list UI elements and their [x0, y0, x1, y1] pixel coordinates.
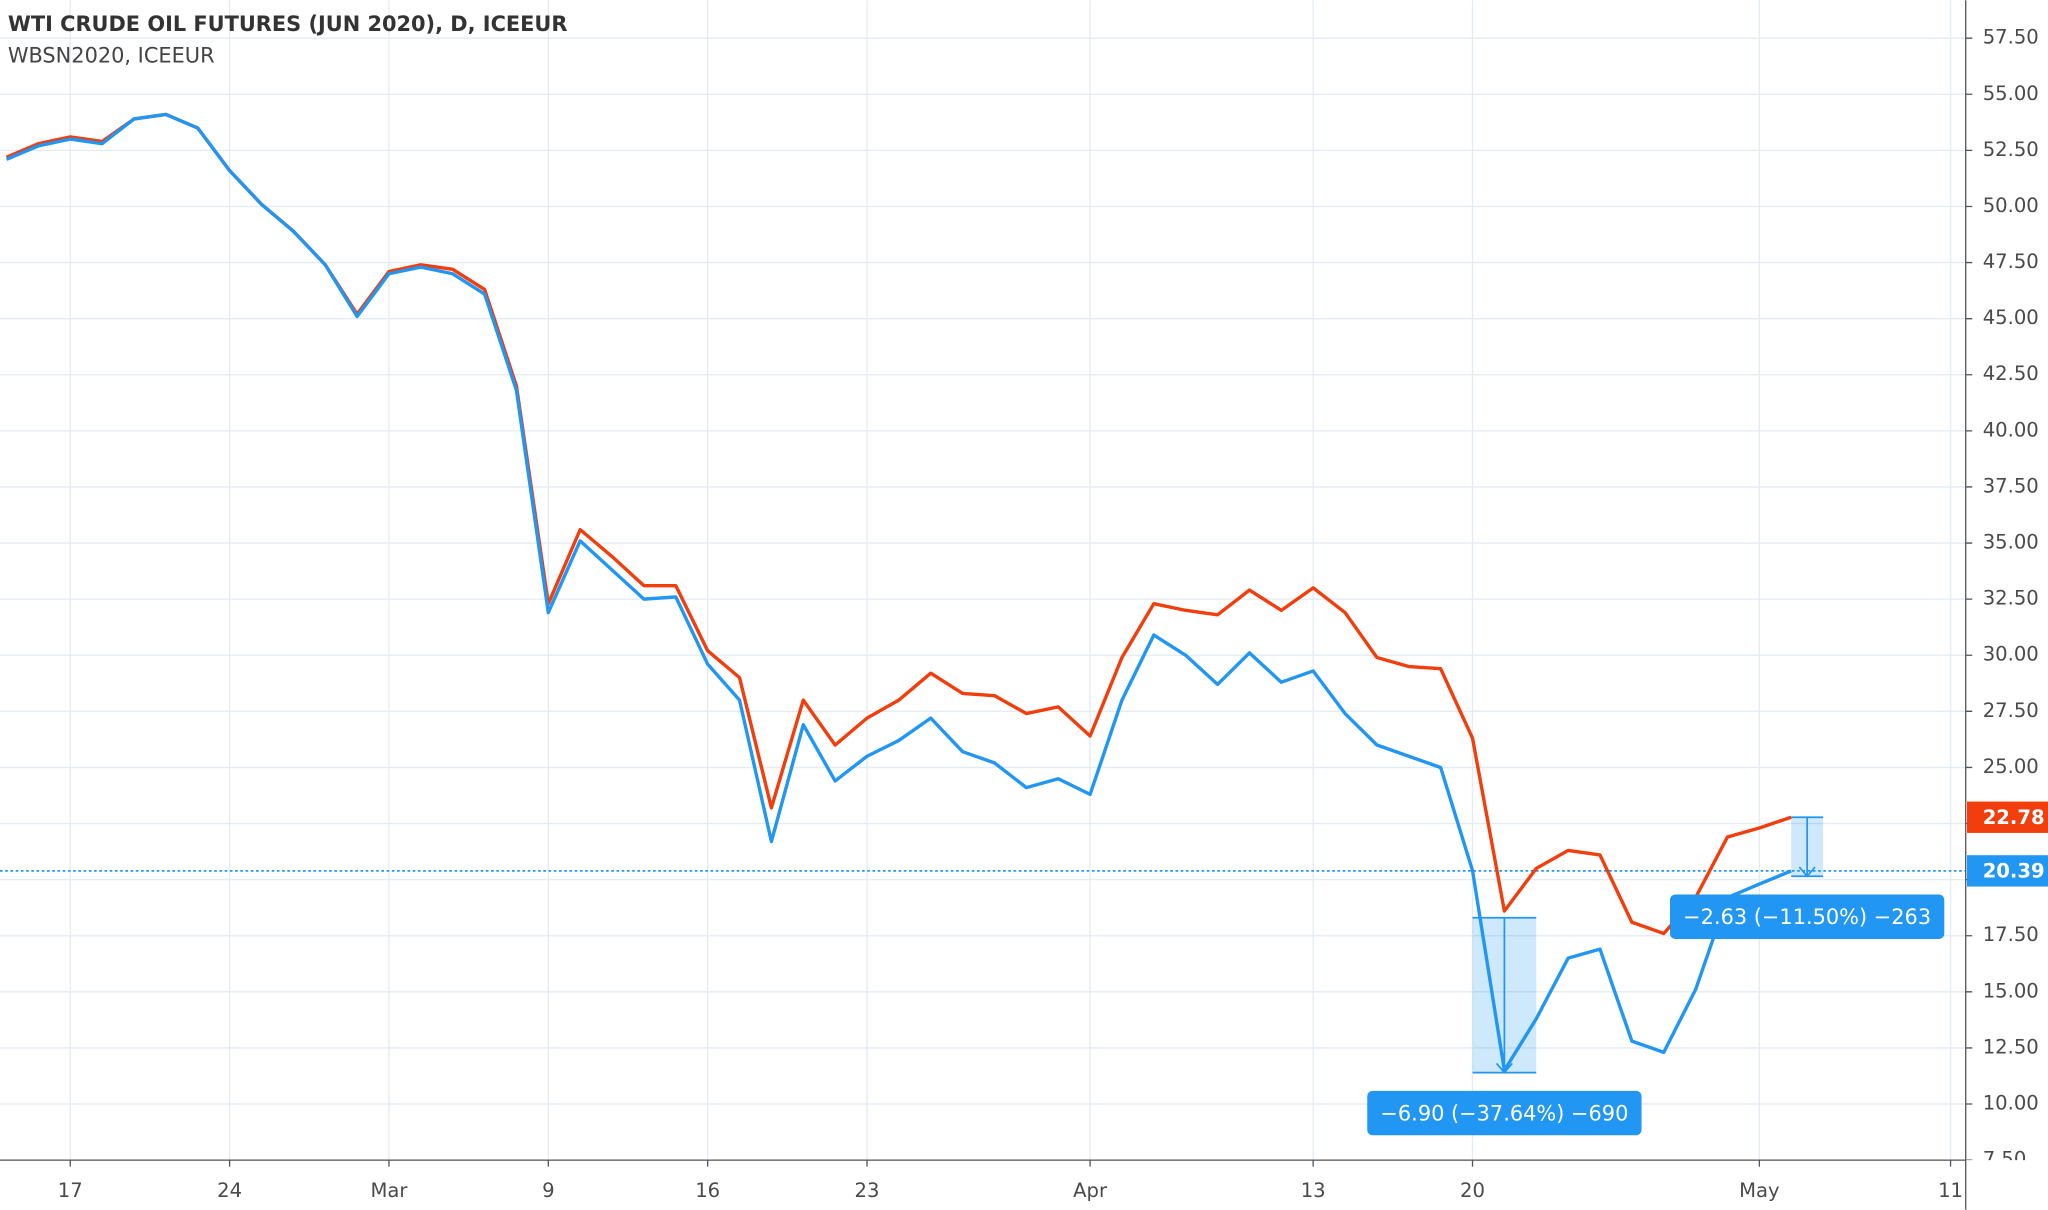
x-tick-label: 11	[1938, 1179, 1963, 1202]
y-tick-label: 55.00	[1983, 82, 2039, 105]
price-tags: 22.78 20.39	[1967, 801, 2048, 887]
x-tick-label: 24	[217, 1179, 242, 1202]
y-tick-label: 17.50	[1983, 923, 2039, 946]
measure-label: −2.63 (−11.50%) −263	[1683, 905, 1931, 929]
y-tick-label: 10.00	[1983, 1092, 2039, 1115]
y-tick-label: 52.50	[1983, 138, 2039, 161]
x-tick-label: 23	[855, 1179, 880, 1202]
y-tick-label: 50.00	[1983, 194, 2039, 217]
x-axis: 17 24 Mar 9 16 23 Apr 13 20 May 11	[58, 1160, 1963, 1202]
y-tick-label: 15.00	[1983, 979, 2039, 1002]
x-tick-label: 9	[542, 1179, 554, 1202]
measure-label-box	[1670, 894, 1945, 939]
plot-area	[0, 112, 1966, 1074]
y-tick-label: 40.00	[1983, 418, 2039, 441]
chart-title: WTI CRUDE OIL FUTURES (JUN 2020), D, ICE…	[8, 12, 568, 36]
measure-arrowhead	[1495, 1062, 1513, 1074]
measure-label-box	[1367, 1090, 1642, 1136]
price-tag-label: 20.39	[1983, 860, 2045, 883]
y-tick-label: 7.50	[1983, 1148, 2027, 1171]
y-tick-label: 37.50	[1983, 474, 2039, 497]
y-tick-label: 25.00	[1983, 755, 2039, 778]
y-tick-label: 45.00	[1983, 306, 2039, 329]
price-tag	[1967, 801, 2048, 833]
y-tick-label: 47.50	[1983, 250, 2039, 273]
x-tick-label: May	[1739, 1179, 1779, 1202]
series-line	[5, 112, 1792, 936]
measure-label: −6.90 (−37.64%) −690	[1380, 1101, 1628, 1125]
y-tick-label: 30.00	[1983, 643, 2039, 666]
y-tick-label: 42.50	[1983, 362, 2039, 385]
x-tick-label: 13	[1301, 1179, 1326, 1202]
y-axis: 7.5010.0012.5015.0017.5020.0022.5025.002…	[1965, 26, 2039, 1171]
chart-subtitle: WBSN2020, ICEEUR	[8, 43, 215, 67]
y-tick-label: 35.00	[1983, 531, 2039, 554]
y-tick-label: 32.50	[1983, 587, 2039, 610]
x-tick-label: 17	[58, 1179, 83, 1202]
measure-arrowhead	[1798, 866, 1816, 878]
x-tick-label: Mar	[370, 1179, 408, 1202]
grid	[0, 0, 1966, 1161]
x-tick-label: 20	[1460, 1179, 1485, 1202]
series-line	[5, 112, 1792, 1073]
y-tick-label: 27.50	[1983, 699, 2039, 722]
y-tick-label: 12.50	[1983, 1035, 2039, 1058]
price-tag	[1967, 855, 2048, 887]
x-tick-label: 16	[695, 1179, 720, 1202]
x-tick-label: Apr	[1073, 1179, 1108, 1202]
price-tag-label: 22.78	[1983, 806, 2045, 829]
y-tick-label: 57.50	[1983, 26, 2039, 49]
